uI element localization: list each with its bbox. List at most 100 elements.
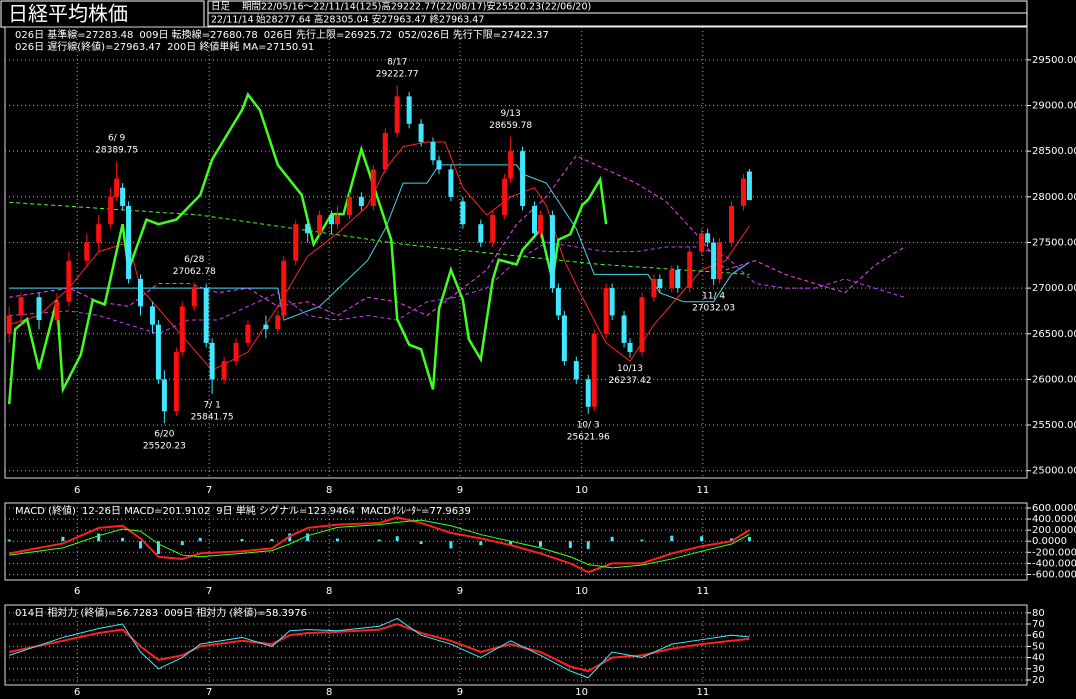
y-tick-label: -200.0000 bbox=[1032, 547, 1076, 558]
x-tick-label: 8 bbox=[326, 485, 332, 496]
y-tick-label: 200.0000 bbox=[1032, 525, 1076, 536]
histogram-bar bbox=[747, 536, 751, 542]
legend-entry: 9日 単純 シグナル=123.9464 bbox=[216, 504, 355, 517]
annotation-date: 9/13 bbox=[501, 109, 521, 119]
legend-entry: 12-26日 MACD=201.9102 bbox=[82, 506, 210, 517]
histogram-bar bbox=[670, 535, 674, 542]
y-tick-label: 25500.00 bbox=[1032, 420, 1076, 431]
y-tick-label: 80 bbox=[1032, 608, 1045, 619]
candle-body bbox=[448, 169, 454, 197]
period: 期間22/05/16～22/11/14(125)高29222.77(22/08/… bbox=[242, 1, 591, 13]
series-line bbox=[9, 155, 905, 317]
candle-body bbox=[537, 215, 543, 234]
candle-body bbox=[108, 196, 114, 225]
y-tick-label: 26000.00 bbox=[1032, 374, 1076, 385]
candle-body bbox=[555, 288, 561, 316]
y-tick-label: 28000.00 bbox=[1032, 192, 1076, 203]
panel-title: MACD (終値) bbox=[15, 504, 76, 517]
candle-body bbox=[346, 196, 352, 216]
annotation-value: 29222.77 bbox=[376, 70, 419, 80]
candle-body bbox=[245, 324, 251, 343]
annotation-value: 25621.96 bbox=[567, 432, 610, 442]
annotation-value: 28659.78 bbox=[489, 121, 532, 131]
candle-body bbox=[627, 342, 633, 353]
series-line bbox=[9, 241, 905, 335]
candle-body bbox=[173, 352, 179, 412]
candle-body bbox=[54, 301, 60, 321]
series-line bbox=[9, 617, 750, 679]
candle-body bbox=[317, 215, 323, 234]
annotation-value: 25520.23 bbox=[143, 442, 186, 452]
annotation-value: 28389.75 bbox=[95, 146, 138, 156]
candle-body bbox=[549, 215, 555, 289]
x-tick-label: 11 bbox=[696, 586, 709, 597]
candle-body bbox=[669, 269, 675, 289]
annotation-value: 27032.03 bbox=[692, 304, 735, 314]
candle-body bbox=[275, 315, 281, 330]
candle-body bbox=[370, 169, 376, 206]
histogram-bar bbox=[198, 537, 202, 542]
candle-body bbox=[430, 142, 436, 161]
candle-body bbox=[329, 215, 335, 225]
histogram-bar bbox=[97, 533, 101, 542]
x-tick-label: 9 bbox=[457, 586, 463, 597]
candle-body bbox=[161, 379, 167, 412]
candle-body bbox=[263, 324, 269, 330]
candle-body bbox=[203, 288, 209, 343]
x-tick-label: 7 bbox=[206, 586, 212, 597]
histogram-bar bbox=[610, 536, 614, 542]
annotation-value: 26237.42 bbox=[609, 376, 652, 386]
x-tick-label: 10 bbox=[575, 586, 588, 597]
histogram-bar bbox=[449, 541, 453, 549]
candle-body bbox=[711, 242, 717, 279]
legend-entry: 026日 遅行線(終値)=27963.47 bbox=[15, 40, 161, 53]
candle-body bbox=[155, 324, 161, 380]
ohlc: 始28277.64 高28305.04 安27963.47 終27963.47 bbox=[256, 14, 484, 26]
candle-body bbox=[418, 123, 424, 143]
header-row bbox=[207, 12, 1028, 27]
x-tick-label: 6 bbox=[74, 586, 80, 597]
y-tick-label: 50 bbox=[1032, 641, 1045, 652]
series-line bbox=[7, 92, 608, 405]
x-tick-label: 9 bbox=[457, 485, 463, 496]
x-tick-label: 6 bbox=[74, 485, 80, 496]
y-tick-label: 70 bbox=[1032, 619, 1045, 630]
annotation-date: 7/ 1 bbox=[203, 400, 220, 410]
legend-entry: 052/026日 先行下限=27422.37 bbox=[398, 28, 549, 41]
annotation-value: 25841.75 bbox=[191, 412, 234, 422]
y-tick-label: 26500.00 bbox=[1032, 329, 1076, 340]
candle-body bbox=[705, 233, 711, 243]
legend-entry: 200日 終値単純 MA=27150.91 bbox=[167, 40, 314, 53]
candle-body bbox=[293, 224, 299, 261]
histogram-bar bbox=[538, 541, 542, 547]
legend-entry: 026日 基準線=27283.48 bbox=[15, 28, 133, 41]
x-tick-label: 11 bbox=[696, 687, 709, 698]
y-tick-label: 30 bbox=[1032, 664, 1045, 675]
candle-body bbox=[36, 297, 42, 321]
histogram-bar bbox=[640, 539, 644, 542]
x-tick-label: 9 bbox=[457, 687, 463, 698]
histogram-bar bbox=[730, 538, 734, 542]
candle-body bbox=[621, 315, 627, 343]
x-tick-label: 7 bbox=[206, 687, 212, 698]
candle-body bbox=[573, 361, 579, 380]
candle-body bbox=[460, 201, 466, 225]
chart-title: 日経平均株価 bbox=[8, 2, 128, 26]
x-tick-label: 11 bbox=[696, 485, 709, 496]
histogram-bar bbox=[240, 539, 244, 542]
y-tick-label: 40 bbox=[1032, 653, 1045, 664]
candle-body bbox=[651, 278, 657, 298]
candle-body bbox=[6, 315, 12, 334]
candle-body bbox=[358, 196, 364, 206]
histogram-bar bbox=[121, 537, 125, 542]
y-tick-label: 27000.00 bbox=[1032, 283, 1076, 294]
panel-frame bbox=[4, 26, 1028, 479]
candle-body bbox=[406, 96, 412, 124]
y-tick-label: 29500.00 bbox=[1032, 55, 1076, 66]
y-tick-label: 60 bbox=[1032, 630, 1045, 641]
x-tick-label: 10 bbox=[575, 485, 588, 496]
histogram-bar bbox=[509, 541, 513, 546]
candle-body bbox=[126, 205, 132, 279]
annotation-date: 11/ 4 bbox=[702, 292, 725, 302]
